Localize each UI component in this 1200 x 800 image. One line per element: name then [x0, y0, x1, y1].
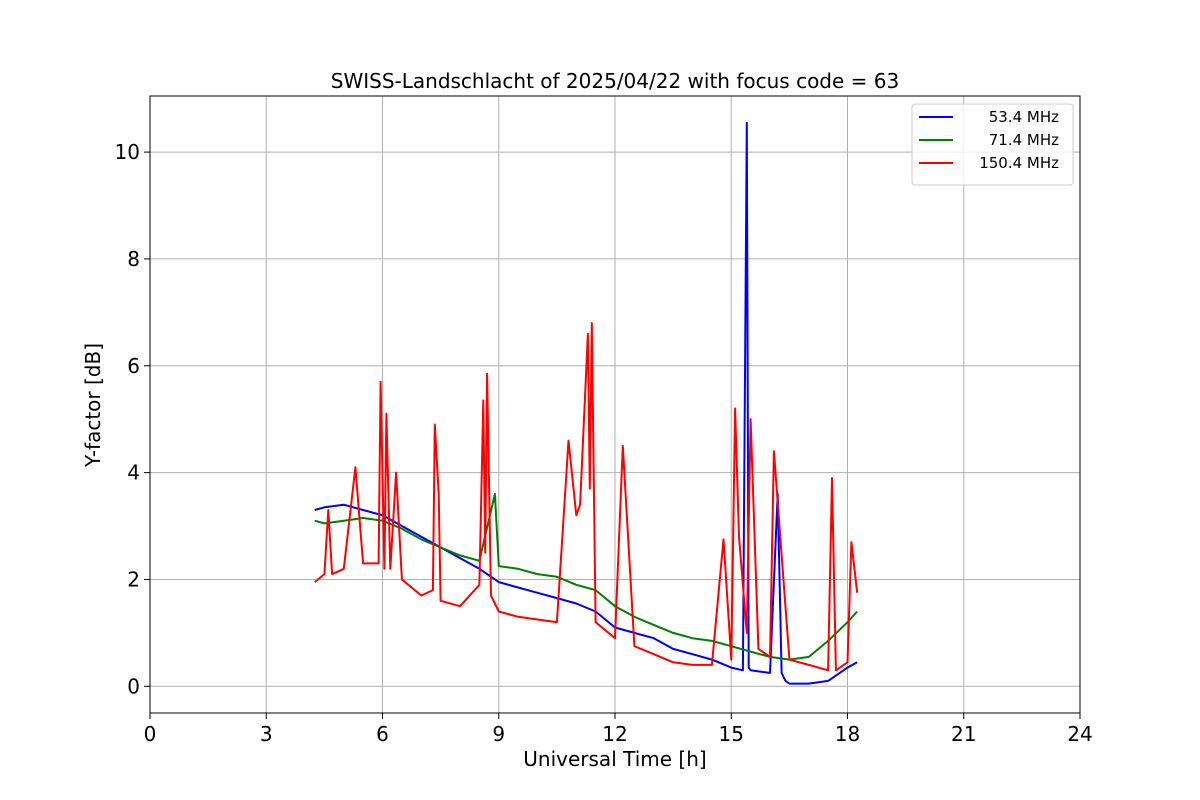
chart-title: SWISS-Landschlacht of 2025/04/22 with fo…: [331, 69, 899, 93]
legend: 53.4 MHz 71.4 MHz 150.4 MHz: [911, 103, 1074, 186]
x-axis-label: Universal Time [h]: [523, 747, 706, 771]
y-tick-label: 0: [127, 674, 140, 698]
x-tick-label: 6: [376, 722, 389, 746]
series-layer: [314, 121, 859, 685]
y-tick-label: 8: [127, 247, 140, 271]
series-line-2: [314, 322, 859, 672]
x-axis-ticks: 0 3 6 9 12 15 18 21 24: [144, 713, 1093, 746]
y-tick-label: 4: [127, 461, 140, 485]
x-tick-label: 12: [602, 722, 627, 746]
x-tick-label: 3: [260, 722, 273, 746]
series-line-0: [314, 121, 858, 685]
legend-label-2: 150.4 MHz: [979, 154, 1059, 172]
grid-lines: [149, 96, 1081, 713]
x-tick-label: 18: [835, 722, 860, 746]
y-tick-label: 6: [127, 354, 140, 378]
legend-box: [911, 103, 1074, 186]
y-tick-label: 2: [127, 567, 140, 591]
y-axis-ticks: 0 2 4 6 8 10: [115, 140, 150, 698]
x-tick-label: 15: [719, 722, 744, 746]
legend-label-1: 71.4 MHz: [989, 131, 1059, 149]
y-axis-label: Y-factor [dB]: [81, 343, 105, 468]
x-tick-label: 24: [1067, 722, 1092, 746]
x-tick-label: 21: [951, 722, 976, 746]
legend-label-0: 53.4 MHz: [989, 108, 1059, 126]
x-tick-label: 0: [144, 722, 157, 746]
y-tick-label: 10: [115, 140, 140, 164]
x-tick-label: 9: [492, 722, 505, 746]
